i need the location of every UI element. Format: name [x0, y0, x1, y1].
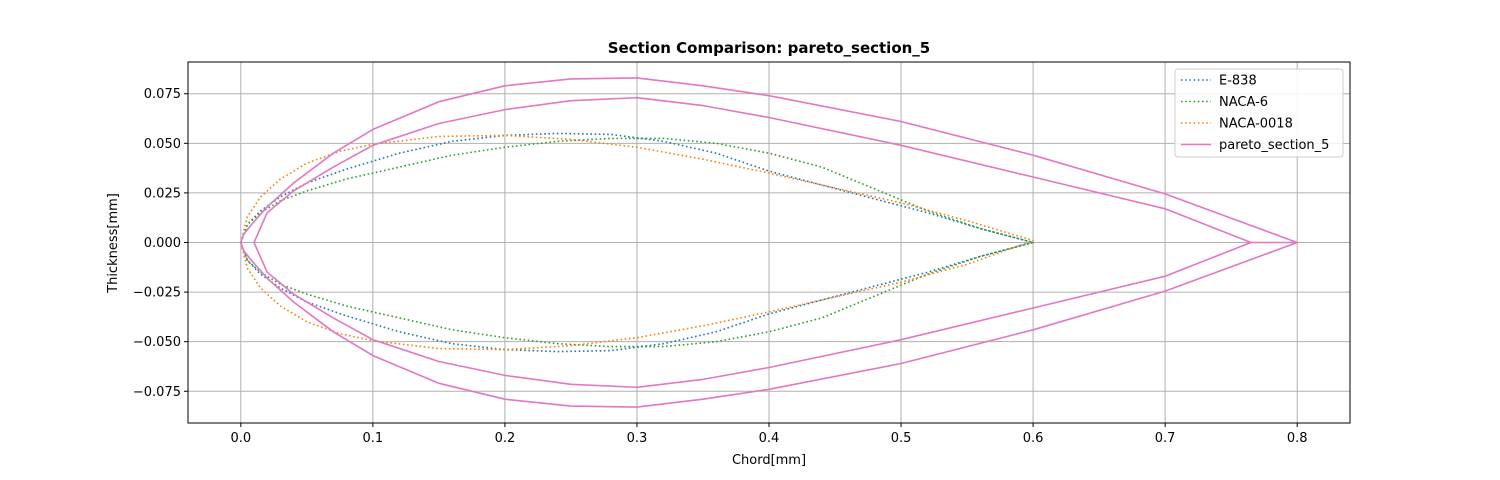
legend-label: NACA-0018 — [1219, 117, 1293, 132]
y-tick-label: −0.025 — [133, 286, 181, 301]
x-tick-label: 0.1 — [363, 431, 384, 446]
x-tick-label: 0.2 — [495, 431, 516, 446]
x-tick-label: 0.3 — [627, 431, 648, 446]
y-axis-label: Thickness[mm] — [106, 193, 121, 294]
x-tick-label: 0.0 — [230, 431, 251, 446]
y-tick-label: 0.050 — [144, 137, 181, 152]
x-axis-label: Chord[mm] — [732, 453, 806, 468]
y-tick-label: −0.050 — [133, 335, 181, 350]
x-tick-label: 0.5 — [891, 431, 912, 446]
y-tick-label: −0.075 — [133, 385, 181, 400]
series-layer — [240, 77, 1298, 408]
x-axis: 0.0 0.1 0.2 0.3 0.4 0.5 0.6 0.7 0.8 — [230, 423, 1308, 446]
y-tick-label: 0.025 — [144, 186, 181, 201]
chart-title: Section Comparison: pareto_section_5 — [608, 39, 931, 57]
y-axis: −0.075 −0.050 −0.025 0.000 0.025 0.050 0.075 — [133, 87, 188, 400]
x-tick-label: 0.8 — [1287, 431, 1308, 446]
y-tick-label: 0.075 — [144, 87, 181, 102]
legend-label: E-838 — [1219, 74, 1257, 89]
legend-label: pareto_section_5 — [1219, 138, 1329, 153]
y-tick-label: 0.000 — [144, 236, 181, 251]
legend: E-838 NACA-6 NACA-0018 pareto_section_5 — [1174, 68, 1344, 158]
series-line-naca-6 — [240, 137, 1034, 348]
series-line-naca-0018 — [240, 134, 1034, 351]
legend-label: NACA-6 — [1219, 95, 1268, 110]
x-tick-label: 0.4 — [759, 431, 780, 446]
series-line-e-838 — [240, 132, 1034, 353]
legend-box — [1174, 68, 1344, 158]
x-tick-label: 0.7 — [1155, 431, 1176, 446]
series-line-pareto-section-5 — [240, 77, 1298, 408]
x-tick-label: 0.6 — [1023, 431, 1044, 446]
